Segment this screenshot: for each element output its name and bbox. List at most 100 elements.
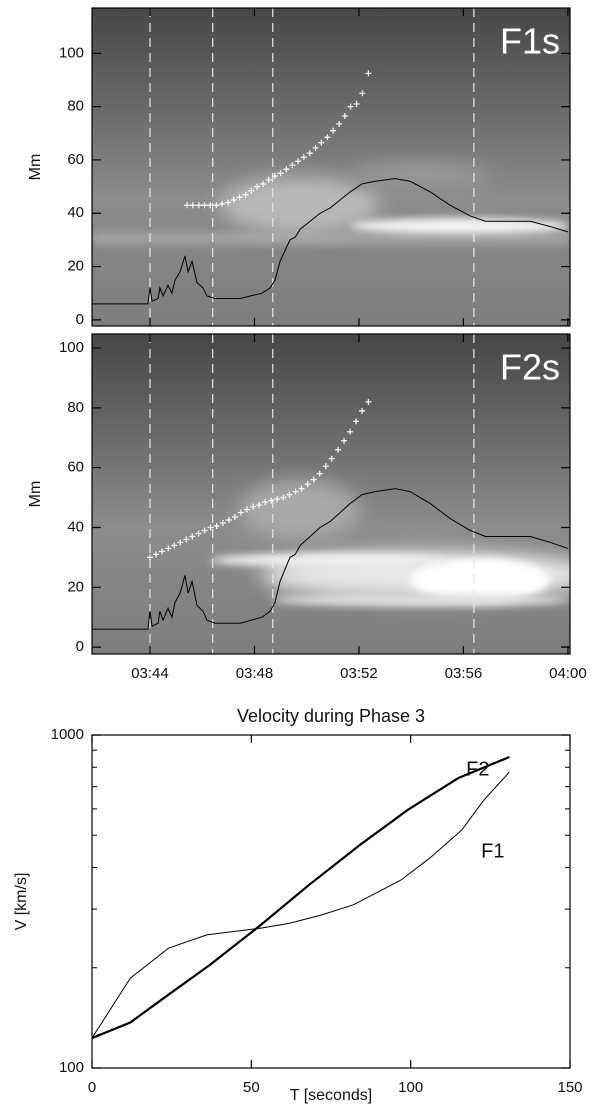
x-tick-label: 03:48 [236, 665, 274, 682]
series-label: F1 [481, 840, 504, 862]
cross-marker [292, 488, 299, 495]
y-tick-label: 20 [67, 258, 84, 275]
cross-marker [207, 524, 214, 531]
cross-marker [250, 503, 257, 510]
cross-marker [347, 103, 354, 110]
series-line [91, 771, 510, 1039]
x-tick-label: 04:00 [549, 665, 587, 682]
cross-marker [152, 551, 159, 558]
cross-marker [359, 407, 366, 414]
cross-marker [230, 196, 237, 203]
y-tick-label: 0 [76, 311, 84, 328]
y-tick-label: 60 [67, 459, 84, 476]
y-axis-label: Mm [27, 481, 44, 508]
cross-marker [183, 536, 190, 543]
cross-marker [359, 90, 366, 97]
x-tick-label: 150 [557, 1079, 582, 1096]
cross-marker [177, 539, 184, 546]
y-tick-label: 80 [67, 98, 84, 115]
cross-marker [271, 172, 278, 179]
panel-label: F1s [500, 21, 560, 62]
cross-marker [324, 134, 331, 141]
plot-frame [91, 7, 571, 327]
cross-marker [256, 502, 263, 509]
cross-marker [328, 455, 335, 462]
cross-marker [189, 202, 196, 209]
y-tick-label: 100 [59, 44, 84, 61]
cross-marker [236, 194, 243, 201]
cross-marker [201, 527, 208, 534]
cross-marker [353, 100, 360, 107]
cross-marker [322, 463, 329, 470]
plot-frame [91, 734, 571, 1069]
cross-marker [195, 530, 202, 537]
cross-marker [189, 533, 196, 540]
cross-marker [306, 150, 313, 157]
cross-marker [316, 470, 323, 477]
x-tick-label: 03:52 [340, 665, 378, 682]
cross-marker [347, 428, 354, 435]
x-tick-label: 50 [243, 1079, 260, 1096]
cross-marker [277, 170, 284, 177]
series-line [92, 178, 569, 305]
x-axis-label: T [seconds] [290, 1087, 372, 1104]
cross-marker [310, 476, 317, 483]
cross-marker [300, 154, 307, 161]
series-label: F2 [466, 758, 489, 780]
series-line [92, 488, 569, 630]
x-tick-label: 03:56 [445, 665, 483, 682]
cross-marker [254, 183, 261, 190]
x-tick-label: 100 [398, 1079, 423, 1096]
cross-marker [265, 176, 272, 183]
panel-label: F2s [500, 347, 560, 388]
chart-title: Velocity during Phase 3 [237, 706, 425, 726]
y-axis-label: Mm [27, 154, 44, 181]
cross-marker [260, 180, 267, 187]
cross-marker [335, 446, 342, 453]
cross-marker [330, 127, 337, 134]
cross-marker [283, 166, 290, 173]
cross-marker [207, 202, 214, 209]
cross-marker [295, 158, 302, 165]
cross-marker [289, 162, 296, 169]
cross-marker [312, 144, 319, 151]
cross-marker [318, 139, 325, 146]
plot-area [92, 8, 569, 326]
cross-marker [225, 517, 232, 524]
cross-marker [262, 499, 269, 506]
cross-marker [201, 202, 208, 209]
cross-marker [231, 514, 238, 521]
y-tick-label: 1000 [51, 726, 84, 743]
cross-marker [237, 509, 244, 516]
cross-marker [225, 199, 232, 206]
cross-marker [341, 112, 348, 119]
cross-marker [213, 202, 220, 209]
cross-marker [286, 491, 293, 498]
y-tick-label: 0 [76, 638, 84, 655]
cross-marker [365, 70, 372, 77]
cross-marker [243, 506, 250, 513]
y-tick-label: 60 [67, 151, 84, 168]
image-background [92, 334, 570, 654]
y-tick-label: 40 [67, 518, 84, 535]
cross-marker [213, 523, 220, 529]
cross-marker [341, 437, 348, 444]
image-background [92, 8, 570, 326]
cross-marker [365, 398, 372, 405]
y-tick-label: 20 [67, 578, 84, 595]
y-tick-label: 100 [59, 1059, 84, 1076]
cross-marker [336, 120, 343, 127]
x-tick-label: 03:44 [131, 665, 169, 682]
cross-marker [274, 496, 281, 503]
cross-marker [248, 187, 255, 194]
cross-marker [165, 545, 172, 552]
plot-frame [91, 333, 571, 655]
cross-marker [171, 542, 178, 549]
cross-marker [242, 191, 249, 198]
series-line [91, 755, 510, 1040]
cross-marker [195, 202, 202, 209]
plot-area [91, 755, 510, 1040]
cross-marker [280, 494, 287, 501]
y-axis-label: V [km/s] [13, 873, 30, 931]
